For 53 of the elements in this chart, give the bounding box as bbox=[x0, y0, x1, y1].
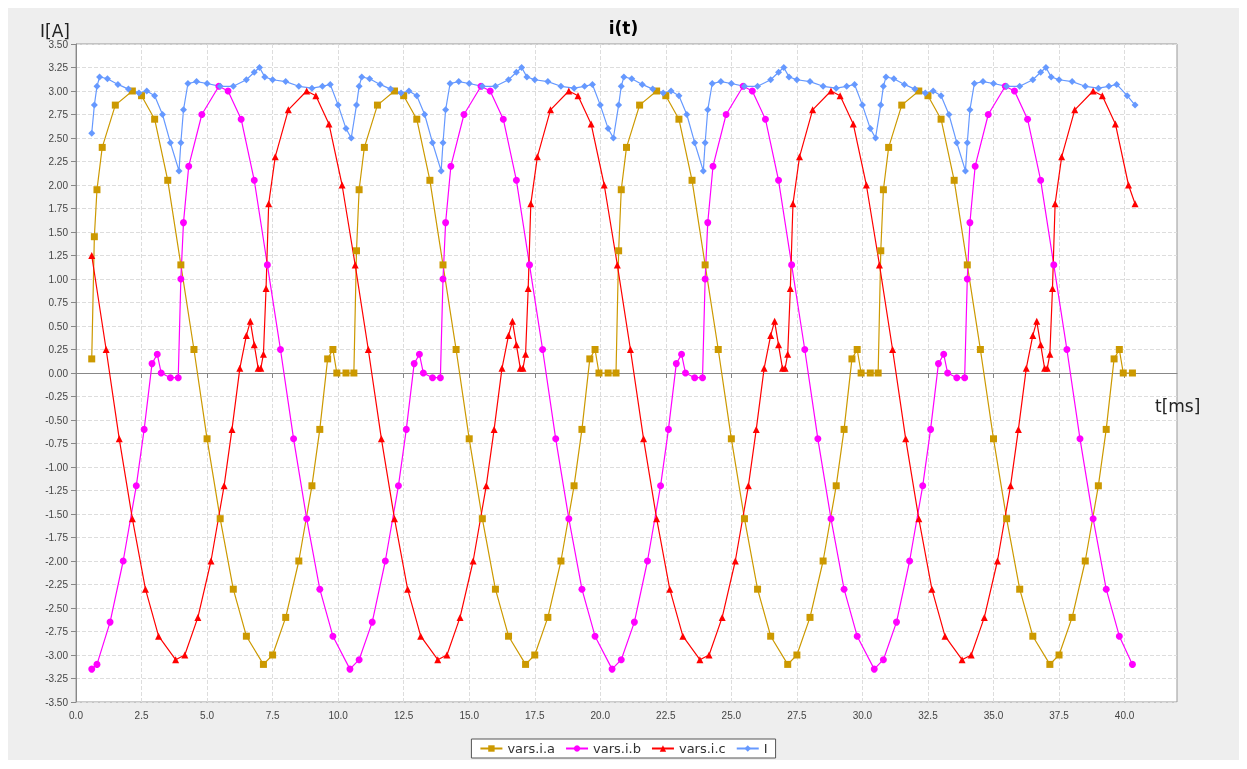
x-tick-label: 37.5 bbox=[1049, 709, 1070, 721]
x-tick-label: 12.5 bbox=[393, 709, 414, 721]
x-tick-label: 35.0 bbox=[983, 709, 1004, 721]
x-tick-label: 30.0 bbox=[852, 709, 873, 721]
y-tick-label: 2.50 bbox=[48, 132, 69, 144]
y-tick-label: 2.25 bbox=[48, 156, 69, 167]
y-tick-label: 1.50 bbox=[48, 226, 69, 238]
y-tick-label: 0.75 bbox=[48, 297, 69, 308]
y-tick-label: -2.50 bbox=[45, 602, 69, 614]
legend-label: I bbox=[763, 741, 768, 756]
y-tick-label: -0.25 bbox=[45, 391, 69, 402]
y-tick-label: 0.50 bbox=[48, 320, 69, 332]
y-tick-label: 1.75 bbox=[48, 203, 69, 214]
x-tick-label: 5.0 bbox=[200, 709, 215, 721]
y-tick-label: -1.75 bbox=[45, 532, 69, 543]
y-tick-label: -2.25 bbox=[45, 579, 69, 590]
y-tick-label: -0.50 bbox=[45, 414, 69, 426]
y-tick-label: 2.75 bbox=[48, 109, 69, 120]
y-tick-label: 3.00 bbox=[48, 85, 69, 97]
y-tick-label: 1.25 bbox=[48, 250, 69, 261]
x-tick-label: 32.5 bbox=[918, 709, 939, 721]
x-tick-label: 22.5 bbox=[656, 709, 676, 721]
x-tick-label: 25.0 bbox=[721, 709, 742, 721]
x-axis-title: t[ms] bbox=[1155, 395, 1201, 416]
y-tick-label: -1.50 bbox=[45, 508, 69, 520]
y-tick-label: 1.00 bbox=[48, 273, 69, 285]
y-axis-title: I[A] bbox=[40, 20, 70, 41]
y-tick-label: -1.00 bbox=[45, 461, 69, 473]
y-tick-label: 0.00 bbox=[48, 367, 69, 379]
y-tick-label: 3.50 bbox=[48, 38, 69, 50]
y-tick-label: 3.25 bbox=[48, 62, 69, 73]
legend-label: vars.i.a bbox=[507, 741, 556, 756]
y-tick-label: -2.75 bbox=[45, 626, 69, 637]
x-tick-label: 27.5 bbox=[787, 709, 808, 721]
y-tick-label: -3.00 bbox=[45, 649, 69, 661]
x-tick-label: 15.0 bbox=[459, 709, 480, 721]
x-tick-label: 10.0 bbox=[328, 709, 349, 721]
x-tick-label: 20.0 bbox=[590, 709, 611, 721]
y-tick-label: -3.50 bbox=[45, 696, 69, 708]
x-tick-label: 17.5 bbox=[525, 709, 545, 721]
x-tick-label: 40.0 bbox=[1114, 709, 1135, 721]
y-tick-label: 2.00 bbox=[48, 179, 69, 191]
x-tick-label: 2.5 bbox=[134, 709, 149, 721]
y-tick-label: -0.75 bbox=[45, 438, 69, 449]
x-tick-label: 0.0 bbox=[69, 709, 84, 721]
x-tick-label: 7.5 bbox=[265, 709, 280, 721]
y-tick-label: -3.25 bbox=[45, 673, 69, 684]
y-tick-label: -1.25 bbox=[45, 485, 69, 496]
legend-label: vars.i.c bbox=[678, 741, 726, 756]
y-tick-label: 0.25 bbox=[48, 344, 69, 355]
y-tick-label: -2.00 bbox=[45, 555, 69, 567]
legend-label: vars.i.b bbox=[593, 741, 641, 756]
chart-title: i(t) bbox=[608, 17, 639, 38]
